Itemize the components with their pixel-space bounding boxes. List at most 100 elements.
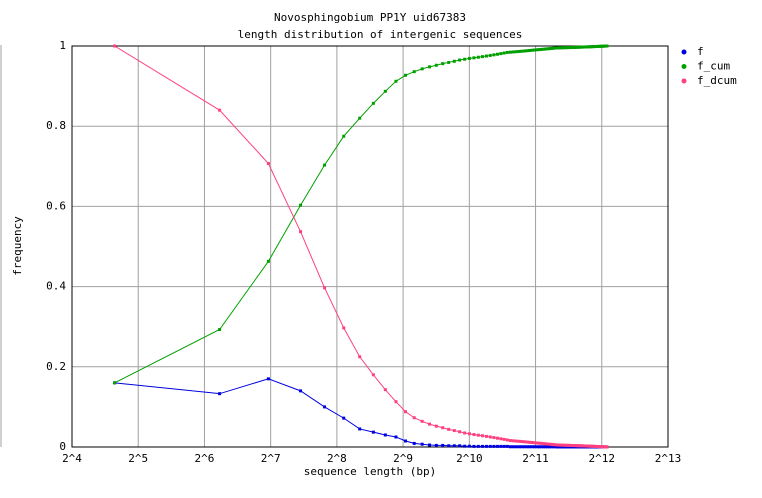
chart-title: Novosphingobium PP1Y uid67383 <box>274 11 466 24</box>
x-tick-label: 2^6 <box>195 452 215 465</box>
data-point <box>480 55 484 59</box>
y-tick-label: 0 <box>59 440 66 453</box>
data-point <box>458 444 462 448</box>
data-point <box>532 48 536 52</box>
data-point <box>561 445 565 449</box>
data-point <box>420 419 424 423</box>
data-point <box>383 433 387 437</box>
data-point <box>323 163 327 167</box>
data-point <box>568 46 572 50</box>
data-point <box>467 444 471 448</box>
data-point <box>484 54 488 58</box>
data-point <box>299 203 303 207</box>
data-point <box>511 445 515 449</box>
data-point <box>476 55 480 59</box>
data-point <box>420 442 424 446</box>
data-point <box>544 47 548 51</box>
data-point <box>559 445 563 449</box>
data-point <box>517 445 521 449</box>
x-tick-label: 2^10 <box>456 452 483 465</box>
data-point <box>563 445 567 449</box>
data-point <box>535 445 539 449</box>
data-point <box>472 444 476 448</box>
data-point <box>523 440 527 444</box>
legend-label: f_cum <box>697 60 730 73</box>
x-tick-label: 2^13 <box>655 452 682 465</box>
data-point <box>572 444 576 448</box>
data-point <box>492 436 496 440</box>
data-point <box>539 445 543 449</box>
data-point <box>434 63 438 67</box>
data-point <box>452 444 456 448</box>
data-point <box>447 427 451 431</box>
data-point <box>458 58 462 62</box>
data-point <box>113 44 117 48</box>
y-tick-label: 0.6 <box>46 199 66 212</box>
data-point <box>544 442 548 446</box>
data-point <box>434 424 438 428</box>
data-point <box>563 443 567 447</box>
data-point <box>566 46 570 50</box>
data-point <box>371 373 375 377</box>
data-point <box>548 442 552 446</box>
data-point <box>535 48 539 52</box>
data-point <box>508 439 512 443</box>
data-point <box>552 443 556 447</box>
x-tick-label: 2^8 <box>327 452 347 465</box>
data-point <box>554 445 558 449</box>
data-point <box>546 445 550 449</box>
data-point <box>528 445 532 449</box>
data-point <box>499 52 503 56</box>
data-point <box>467 56 471 60</box>
data-point <box>571 444 575 448</box>
data-point <box>569 443 573 447</box>
legend-marker <box>681 64 687 69</box>
data-point <box>555 46 559 50</box>
data-point <box>441 62 445 66</box>
data-point <box>404 73 408 77</box>
data-point <box>358 427 362 431</box>
data-point <box>557 443 561 447</box>
data-point <box>564 46 568 50</box>
data-point <box>452 59 456 63</box>
x-tick-label: 2^11 <box>522 452 549 465</box>
data-point <box>358 116 362 120</box>
data-point <box>554 46 558 50</box>
data-point <box>371 430 375 434</box>
data-point <box>544 445 548 449</box>
data-point <box>514 439 518 443</box>
data-point <box>574 444 578 448</box>
y-tick-label: 0.8 <box>46 119 66 132</box>
data-point <box>564 443 568 447</box>
data-point <box>495 444 499 448</box>
data-point <box>484 444 488 448</box>
data-point <box>605 445 609 449</box>
data-point <box>266 377 270 381</box>
data-point <box>550 442 554 446</box>
data-point <box>574 45 578 49</box>
data-point <box>569 45 573 49</box>
x-tick-label: 2^12 <box>589 452 616 465</box>
data-point <box>495 52 499 56</box>
data-point <box>428 65 432 69</box>
data-point <box>561 46 565 50</box>
data-point <box>499 444 503 448</box>
data-point <box>434 443 438 447</box>
data-point <box>218 328 222 332</box>
data-point <box>559 46 563 50</box>
x-tick-label: 2^4 <box>62 452 82 465</box>
data-point <box>520 440 524 444</box>
data-point <box>484 434 488 438</box>
data-point <box>550 445 554 449</box>
data-point <box>539 47 543 51</box>
data-point <box>563 46 567 50</box>
data-point <box>532 441 536 445</box>
data-point <box>525 49 529 53</box>
y-tick-label: 0.4 <box>46 280 66 293</box>
data-point <box>412 416 416 420</box>
data-point <box>555 443 559 447</box>
data-point <box>447 444 451 448</box>
data-point <box>566 445 570 449</box>
data-point <box>557 46 561 50</box>
chart-subtitle: length distribution of intergenic sequen… <box>238 28 523 41</box>
